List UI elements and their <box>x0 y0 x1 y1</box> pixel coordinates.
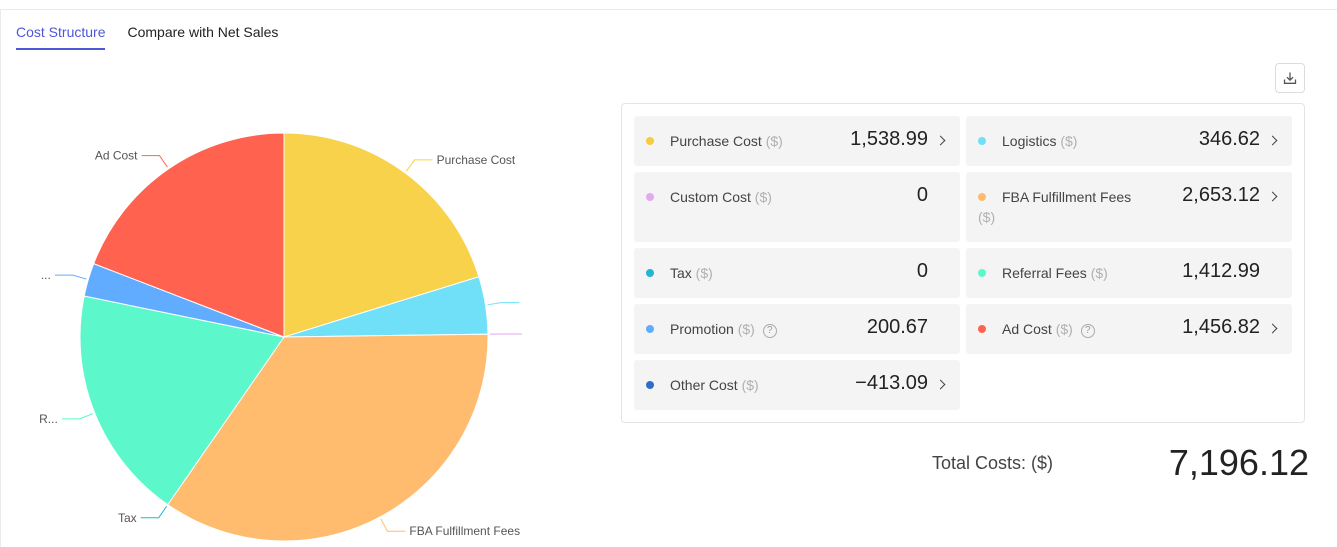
cost-label-logistics: Logistics ($) <box>1002 131 1077 151</box>
cost-unit: ($) <box>733 321 755 337</box>
cost-name: Ad Cost <box>1002 321 1052 337</box>
cost-label-other-cost: Other Cost ($) <box>670 375 759 395</box>
cost-card-other-cost[interactable]: Other Cost ($) −413.09 <box>634 360 960 410</box>
pie-leader-fba-fulfillment-fees <box>380 518 406 532</box>
cost-unit: ($) <box>1086 265 1108 281</box>
cost-label-ad-cost: Ad Cost ($)? <box>1002 319 1095 339</box>
pie-label-tax: Tax <box>118 511 137 525</box>
pie-slice-referral-fees[interactable] <box>79 295 285 506</box>
chevron-right-icon[interactable] <box>1267 135 1278 146</box>
total-costs-value: 7,196.12 <box>1168 442 1309 483</box>
cost-value-other-cost: −413.09 <box>855 372 928 394</box>
cost-value-promotion: 200.67 <box>866 316 928 338</box>
cost-name: Other Cost <box>670 377 738 393</box>
pie-leader-referral-fees <box>61 413 93 420</box>
cost-unit: ($) <box>761 133 783 149</box>
chart-frame <box>0 9 1337 547</box>
download-button[interactable] <box>1275 63 1305 93</box>
download-icon <box>1283 72 1297 84</box>
cost-card-logistics[interactable]: Logistics ($) 346.62 <box>966 116 1292 166</box>
cost-breakdown-panel: Purchase Cost ($) 1,538.99 Logistics ($) 34… <box>621 103 1305 423</box>
cost-unit: ($) <box>978 209 996 225</box>
cost-value-fba-fulfillment-fees: 2,653.12 <box>1182 184 1260 206</box>
cost-card-custom-cost: Custom Cost ($) 0 <box>634 172 960 242</box>
cost-card-ad-cost[interactable]: Ad Cost ($)? 1,456.82 <box>966 304 1292 354</box>
legend-dot-custom-cost <box>646 193 654 201</box>
cost-unit: ($) <box>1056 133 1078 149</box>
cost-card-fba-fulfillment-fees[interactable]: FBA Fulfillment Fees ($) 2,653.12 <box>966 172 1292 242</box>
cost-label-promotion: Promotion ($)? <box>670 319 777 339</box>
legend-dot-tax <box>646 269 654 277</box>
legend-dot-referral-fees <box>978 269 986 277</box>
tab-cost-structure[interactable]: Cost Structure <box>16 24 106 50</box>
cost-name: Promotion <box>670 321 734 337</box>
cost-card-referral-fees: Referral Fees ($) 1,412.99 <box>966 248 1292 298</box>
cost-value-referral-fees: 1,412.99 <box>1182 260 1260 282</box>
tab-bar: Cost Structure Compare with Net Sales <box>16 24 278 50</box>
cost-card-tax: Tax ($) 0 <box>634 248 960 298</box>
cost-unit: ($) <box>1051 321 1073 337</box>
help-icon[interactable]: ? <box>1080 324 1095 338</box>
cost-name: Tax <box>670 265 692 281</box>
cost-label-purchase-cost: Purchase Cost ($) <box>670 131 783 151</box>
legend-dot-other-cost <box>646 381 654 389</box>
cost-card-promotion: Promotion ($)? 200.67 <box>634 304 960 354</box>
cost-value-purchase-cost: 1,538.99 <box>850 128 928 150</box>
cost-name: FBA Fulfillment Fees <box>1002 189 1132 205</box>
legend-dot-promotion <box>646 325 654 333</box>
cost-unit: ($) <box>750 189 772 205</box>
pie-slice-fba-fulfillment-fees[interactable] <box>167 333 489 542</box>
cost-label-fba-fulfillment-fees: FBA Fulfillment Fees ($) <box>978 187 1148 227</box>
legend-dot-ad-cost <box>978 325 986 333</box>
cost-value-tax: 0 <box>916 260 928 282</box>
pie-label-fba-fulfillment-fees: FBA Fulfillment Fees <box>409 524 520 538</box>
help-icon[interactable]: ? <box>762 324 777 338</box>
pie-label-purchase-cost: Purchase Cost <box>437 153 516 167</box>
cost-unit: ($) <box>737 377 759 393</box>
cost-label-referral-fees: Referral Fees ($) <box>1002 263 1108 283</box>
cost-name: Custom Cost <box>670 189 751 205</box>
cost-label-custom-cost: Custom Cost ($) <box>670 187 772 207</box>
pie-leader-tax <box>140 506 168 519</box>
cost-value-custom-cost: 0 <box>916 184 928 206</box>
cost-name: Purchase Cost <box>670 133 762 149</box>
cost-label-tax: Tax ($) <box>670 263 713 283</box>
cost-name: Referral Fees <box>1002 265 1087 281</box>
cost-pie-chart: Purchase Cost FBA Fulfillment Fees Tax R...… <box>39 132 522 542</box>
pie-label-referral-fees: R... <box>39 412 58 426</box>
tab-compare-net-sales[interactable]: Compare with Net Sales <box>127 24 279 40</box>
pie-leader-ad-cost <box>141 155 168 168</box>
pie-label-ad-cost: Ad Cost <box>95 149 138 163</box>
chevron-right-icon[interactable] <box>1267 323 1278 334</box>
legend-dot-purchase-cost <box>646 137 654 145</box>
chevron-right-icon[interactable] <box>935 379 946 390</box>
cost-unit: ($) <box>691 265 713 281</box>
cost-value-ad-cost: 1,456.82 <box>1182 316 1260 338</box>
legend-dot-logistics <box>978 137 986 145</box>
pie-leader-promotion <box>54 274 87 280</box>
chevron-right-icon[interactable] <box>935 135 946 146</box>
pie-label-promotion: ... <box>41 268 51 282</box>
cost-value-logistics: 346.62 <box>1198 128 1260 150</box>
pie-leader-logistics <box>487 302 520 306</box>
pie-slice-purchase-cost[interactable] <box>283 132 480 338</box>
cost-card-purchase-cost[interactable]: Purchase Cost ($) 1,538.99 <box>634 116 960 166</box>
chevron-right-icon[interactable] <box>1267 191 1278 202</box>
pie-leader-purchase-cost <box>405 159 433 172</box>
total-costs-label: Total Costs: ($) <box>932 453 1054 473</box>
legend-dot-fba-fulfillment-fees <box>978 193 986 201</box>
cost-name: Logistics <box>1002 133 1057 149</box>
pie-slice-ad-cost[interactable] <box>93 132 285 338</box>
